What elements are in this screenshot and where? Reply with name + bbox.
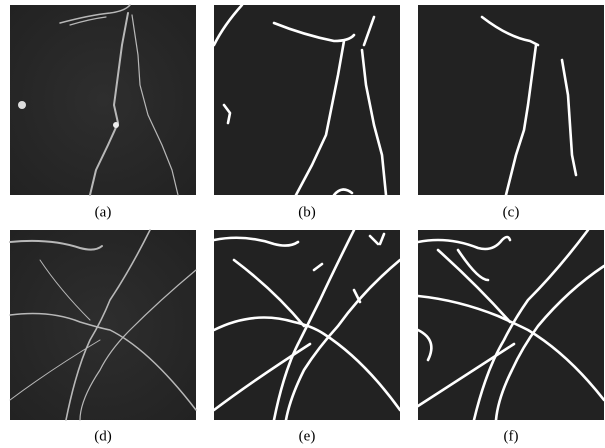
panel-caption: (a) — [95, 204, 112, 220]
panel-image — [418, 5, 604, 195]
panel-image — [214, 230, 400, 420]
panel-caption: (e) — [299, 428, 316, 444]
panel-image — [10, 5, 196, 195]
panel-image — [418, 230, 604, 420]
figure: (a) (b) (c) (d) (e) (f) — [0, 0, 605, 448]
panel-image — [10, 230, 196, 420]
panel-caption: (b) — [298, 204, 316, 220]
panel-caption: (c) — [503, 204, 520, 220]
panel-caption: (d) — [94, 428, 112, 444]
panel-image — [214, 5, 400, 195]
panel-caption: (f) — [504, 428, 519, 444]
